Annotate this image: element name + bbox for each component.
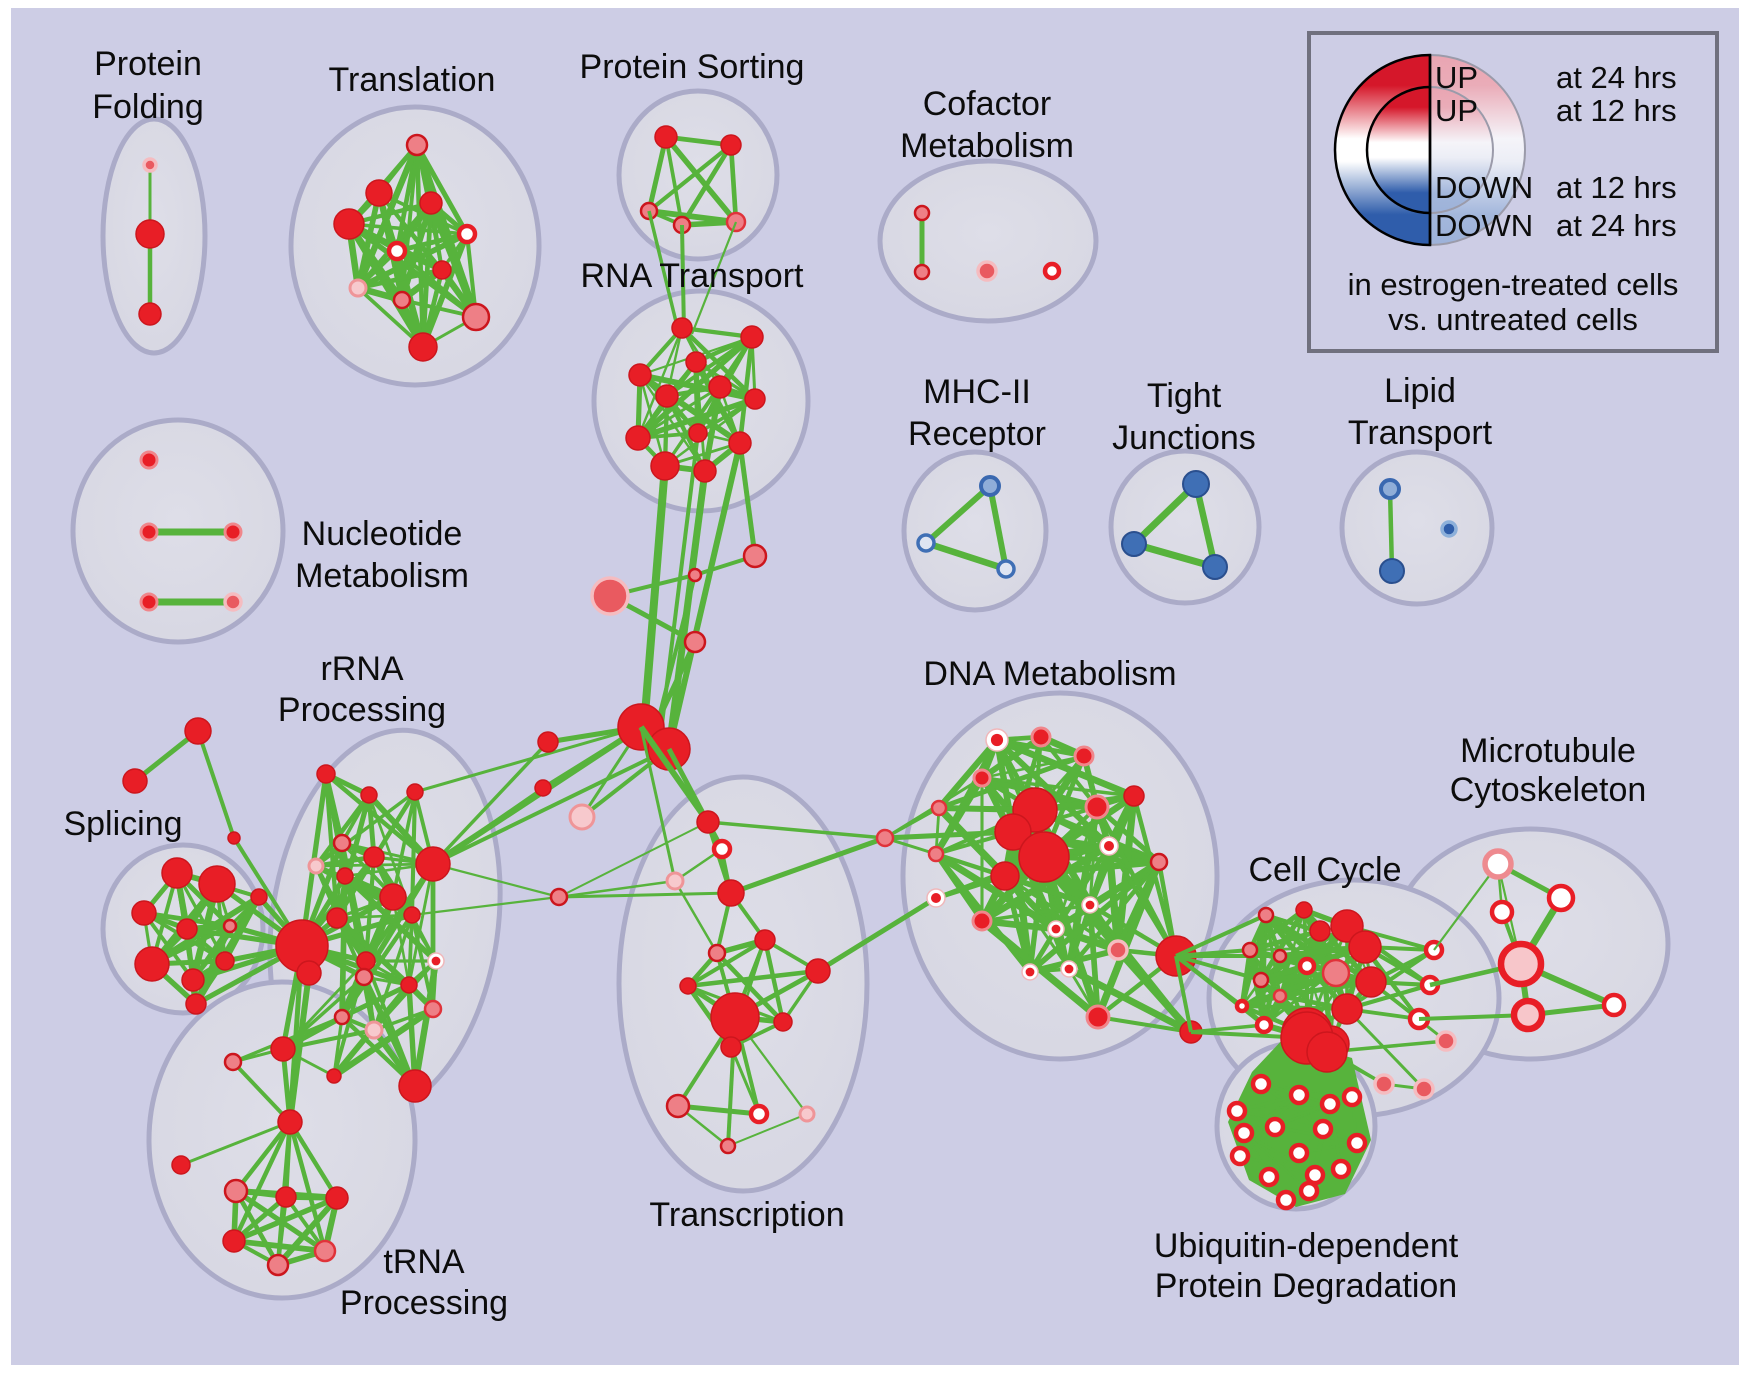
svg-text:Lipid: Lipid xyxy=(1384,372,1456,410)
svg-text:Cytoskeleton: Cytoskeleton xyxy=(1450,771,1647,809)
svg-text:Folding: Folding xyxy=(92,88,204,126)
svg-text:Metabolism: Metabolism xyxy=(295,557,469,595)
svg-text:Nucleotide: Nucleotide xyxy=(302,515,463,553)
svg-text:Processing: Processing xyxy=(278,691,446,729)
svg-text:at 12 hrs: at 12 hrs xyxy=(1556,93,1677,128)
svg-text:DNA Metabolism: DNA Metabolism xyxy=(923,655,1176,693)
svg-text:at 12 hrs: at 12 hrs xyxy=(1556,170,1677,205)
svg-text:Ubiquitin-dependent: Ubiquitin-dependent xyxy=(1154,1227,1459,1265)
svg-text:Protein: Protein xyxy=(94,45,202,83)
svg-text:Cofactor: Cofactor xyxy=(923,85,1052,123)
svg-text:at 24 hrs: at 24 hrs xyxy=(1556,60,1677,95)
svg-text:tRNA: tRNA xyxy=(383,1243,465,1281)
svg-text:Metabolism: Metabolism xyxy=(900,127,1074,165)
svg-text:Processing: Processing xyxy=(340,1284,508,1322)
svg-text:at 24 hrs: at 24 hrs xyxy=(1556,208,1677,243)
svg-text:Microtubule: Microtubule xyxy=(1460,732,1636,770)
svg-text:Transport: Transport xyxy=(1348,414,1493,452)
svg-text:vs. untreated cells: vs. untreated cells xyxy=(1388,302,1638,337)
svg-text:UP: UP xyxy=(1435,60,1478,95)
svg-text:Junctions: Junctions xyxy=(1112,419,1256,457)
svg-text:RNA Transport: RNA Transport xyxy=(581,257,805,295)
svg-text:Protein Sorting: Protein Sorting xyxy=(580,48,805,86)
svg-text:DOWN: DOWN xyxy=(1435,170,1533,205)
svg-text:Tight: Tight xyxy=(1147,377,1222,415)
svg-text:DOWN: DOWN xyxy=(1435,208,1533,243)
svg-text:rRNA: rRNA xyxy=(320,650,403,688)
svg-text:UP: UP xyxy=(1435,93,1478,128)
svg-text:in estrogen-treated cells: in estrogen-treated cells xyxy=(1348,267,1679,302)
svg-text:Cell Cycle: Cell Cycle xyxy=(1248,851,1401,889)
svg-text:MHC-II: MHC-II xyxy=(923,373,1031,411)
svg-text:Protein Degradation: Protein Degradation xyxy=(1155,1267,1457,1305)
svg-text:Translation: Translation xyxy=(329,61,496,99)
svg-text:Splicing: Splicing xyxy=(63,805,182,843)
svg-text:Transcription: Transcription xyxy=(649,1196,844,1234)
svg-text:Receptor: Receptor xyxy=(908,415,1046,453)
